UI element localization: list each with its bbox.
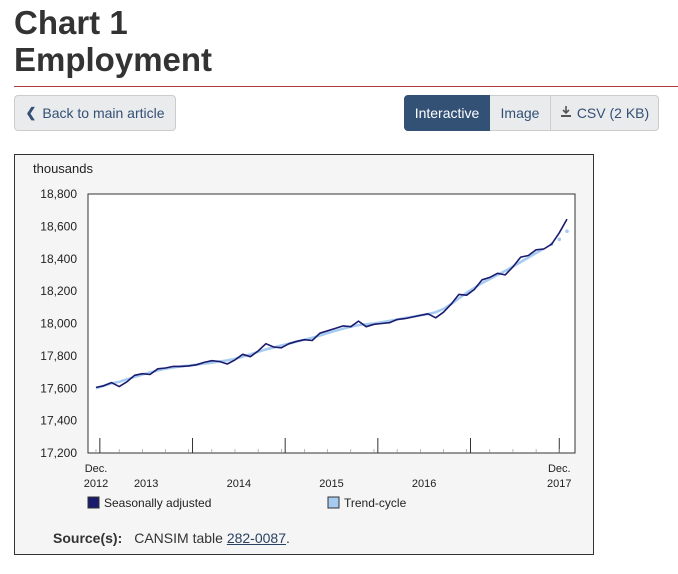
source-text: CANSIM table bbox=[134, 530, 223, 546]
trend-cycle-point bbox=[557, 237, 562, 242]
legend-swatch bbox=[87, 496, 100, 509]
x-tick-label-line1: Dec. bbox=[85, 463, 108, 475]
y-axis-label: thousands bbox=[33, 161, 93, 176]
y-tick-label: 18,600 bbox=[40, 219, 77, 233]
back-to-main-article-button[interactable]: ❮ Back to main article bbox=[14, 95, 176, 131]
trend-cycle-point bbox=[565, 229, 569, 234]
series-line-trend-cycle bbox=[95, 247, 545, 390]
x-tick-label: 2017 bbox=[547, 478, 571, 490]
x-tick-label: 2012 bbox=[84, 478, 108, 490]
legend-label: Trend-cycle bbox=[344, 496, 407, 510]
plot-area bbox=[87, 193, 576, 454]
source-note: Source(s): CANSIM table 282-0087. bbox=[53, 530, 290, 546]
tab-interactive-label: Interactive bbox=[414, 105, 480, 121]
y-tick-label: 18,200 bbox=[40, 284, 77, 298]
x-tick-label: 2013 bbox=[134, 478, 158, 490]
y-tick-label: 17,600 bbox=[40, 381, 77, 395]
legend-swatch bbox=[327, 496, 340, 509]
chart-container: thousands 17,200 17,400 17,600 17,800 18,000 1… bbox=[14, 154, 594, 555]
source-table-link[interactable]: 282-0087 bbox=[226, 530, 286, 546]
source-trailing: . bbox=[286, 530, 290, 546]
series-line-seasonally-adjusted bbox=[95, 218, 568, 389]
y-tick-label: 17,800 bbox=[40, 349, 77, 363]
y-tick-label: 18,400 bbox=[40, 252, 77, 266]
legend-label: Seasonally adjusted bbox=[104, 496, 211, 510]
x-tick-label: 2016 bbox=[412, 478, 436, 490]
source-label: Source(s): bbox=[53, 530, 123, 546]
back-button-label: Back to main article bbox=[42, 105, 165, 121]
chevron-left-icon: ❮ bbox=[25, 105, 37, 120]
tab-image[interactable]: Image bbox=[490, 95, 551, 131]
page-title: Chart 1 Employment bbox=[14, 4, 212, 78]
x-tick-label: 2015 bbox=[319, 478, 343, 490]
employment-chart: thousands 17,200 17,400 17,600 17,800 18,000 1… bbox=[33, 161, 576, 510]
page-title-line1: Chart 1 bbox=[14, 4, 128, 41]
x-tick-label: 2014 bbox=[227, 478, 251, 490]
page-title-line2: Employment bbox=[14, 41, 213, 78]
tab-interactive[interactable]: Interactive bbox=[404, 95, 490, 131]
y-tick-label: 18,800 bbox=[40, 187, 77, 201]
tab-csv-download[interactable]: CSV (2 KB) bbox=[551, 95, 659, 131]
y-tick-label: 17,400 bbox=[40, 414, 77, 428]
title-divider bbox=[14, 86, 678, 87]
y-tick-label: 17,200 bbox=[40, 446, 77, 460]
tab-image-label: Image bbox=[500, 105, 540, 121]
x-tick-label-line1: Dec. bbox=[548, 463, 571, 475]
tab-csv-label: CSV (2 KB) bbox=[576, 105, 650, 121]
y-tick-label: 18,000 bbox=[40, 317, 77, 331]
view-format-tabs: Interactive Image CSV (2 KB) bbox=[404, 95, 659, 131]
download-icon bbox=[560, 105, 572, 121]
